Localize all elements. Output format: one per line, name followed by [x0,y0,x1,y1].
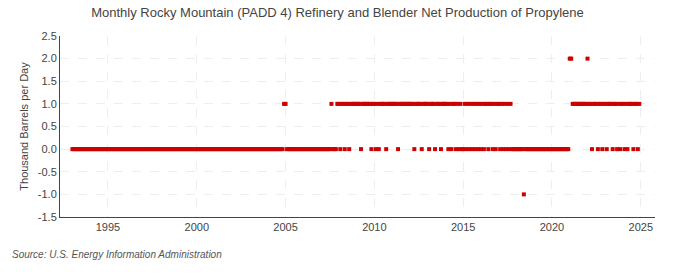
svg-text:1995: 1995 [96,221,120,233]
svg-text:-1.0: -1.0 [38,188,57,200]
svg-text:2.5: 2.5 [42,30,57,42]
svg-text:2.0: 2.0 [42,52,57,64]
svg-text:2015: 2015 [451,221,475,233]
svg-text:1.5: 1.5 [42,75,57,87]
svg-text:-0.5: -0.5 [38,166,57,178]
svg-text:2025: 2025 [629,221,653,233]
svg-text:Source: U.S. Energy Informatio: Source: U.S. Energy Information Administ… [12,249,222,260]
svg-text:Monthly Rocky Mountain (PADD 4: Monthly Rocky Mountain (PADD 4) Refinery… [91,5,584,20]
svg-text:2005: 2005 [273,221,297,233]
svg-text:2010: 2010 [362,221,386,233]
svg-text:2020: 2020 [540,221,564,233]
svg-text:0.5: 0.5 [42,120,57,132]
svg-text:Thousand Barrels per Day: Thousand Barrels per Day [18,62,30,191]
svg-text:2000: 2000 [185,221,209,233]
svg-text:-1.5: -1.5 [38,211,57,223]
svg-text:1.0: 1.0 [42,98,57,110]
svg-text:0.0: 0.0 [42,143,57,155]
